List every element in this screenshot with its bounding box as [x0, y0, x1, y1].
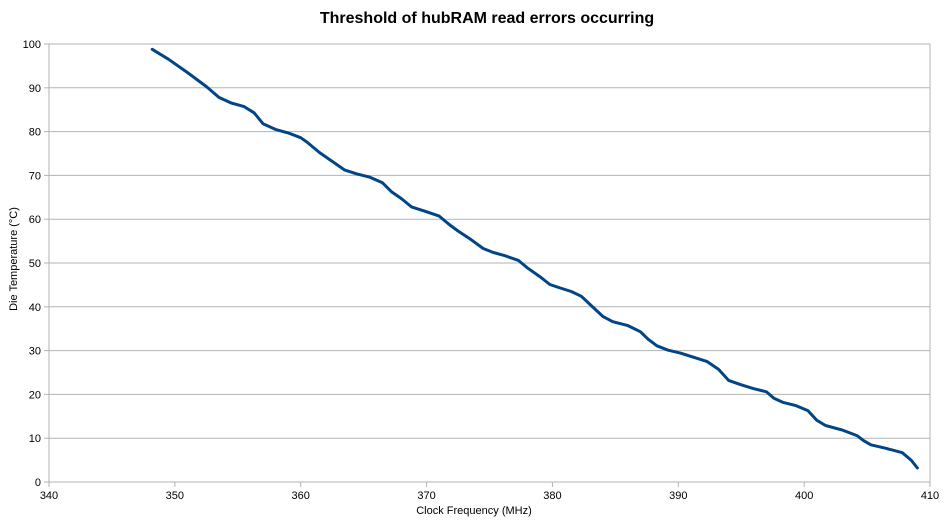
y-tick-label: 20: [29, 389, 41, 401]
y-tick-label: 70: [29, 170, 41, 182]
y-axis-title: Die Temperature (°C): [8, 207, 20, 311]
chart-title: Threshold of hubRAM read errors occurrin…: [320, 10, 654, 27]
x-axis-title: Clock Frequency (MHz): [416, 505, 532, 517]
y-tick-label: 100: [23, 39, 41, 51]
y-tick-label: 90: [29, 83, 41, 95]
x-tick-label: 410: [921, 490, 939, 502]
x-axis-ticks: 340 350 360 370 380 390 400 410: [40, 482, 939, 502]
x-tick-label: 360: [292, 490, 310, 502]
x-tick-label: 400: [795, 490, 813, 502]
series-line: [150, 47, 919, 470]
x-tick-label: 370: [417, 490, 435, 502]
y-tick-label: 30: [29, 346, 41, 358]
x-tick-label: 340: [40, 490, 58, 502]
x-tick-label: 350: [166, 490, 184, 502]
y-tick-label: 80: [29, 127, 41, 139]
y-tick-label: 0: [35, 477, 41, 489]
series-layer: [150, 47, 919, 470]
y-tick-label: 10: [29, 433, 41, 445]
x-tick-label: 380: [543, 490, 561, 502]
y-tick-label: 50: [29, 258, 41, 270]
x-tick-label: 390: [669, 490, 687, 502]
y-tick-label: 40: [29, 302, 41, 314]
y-axis-ticks: 0 10 20 30 40 50 60 70 80 90 100: [23, 39, 49, 489]
y-tick-label: 60: [29, 214, 41, 226]
